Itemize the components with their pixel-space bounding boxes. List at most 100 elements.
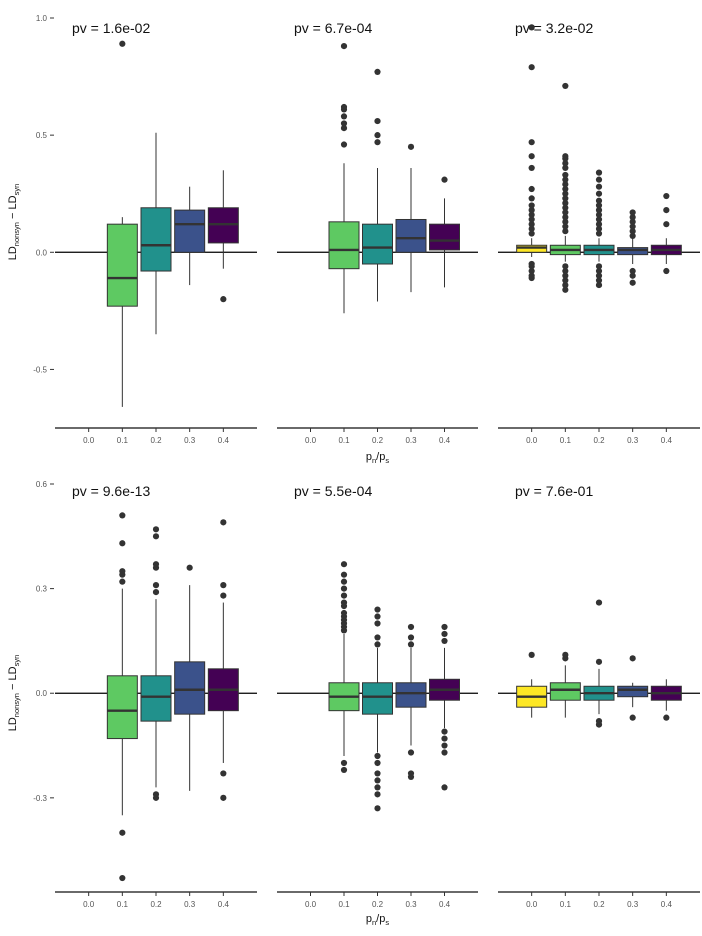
outlier-point	[340, 43, 348, 50]
outlier-point	[528, 24, 535, 31]
outlier-point	[119, 540, 126, 547]
x-tick-label: 0.1	[338, 436, 350, 445]
box-0.2	[140, 132, 172, 335]
outlier-point	[562, 209, 569, 216]
outlier-point	[528, 164, 535, 172]
box-0.0	[516, 651, 548, 718]
x-axis-title-slash: /p	[376, 913, 385, 925]
y-tick-label: -0.3	[33, 794, 47, 803]
outlier-point	[340, 609, 348, 617]
outlier-point	[441, 630, 448, 638]
box-0.2	[583, 599, 615, 728]
outlier-point	[441, 749, 448, 756]
x-axis-title-sub1: n	[372, 918, 376, 927]
outlier-point	[595, 221, 603, 228]
box-iqr	[106, 223, 138, 307]
outlier-point	[562, 82, 569, 90]
box-0.1	[328, 43, 360, 314]
outlier-point	[595, 263, 603, 270]
box-iqr	[395, 682, 427, 708]
outlier-point	[562, 153, 569, 160]
outlier-point	[629, 232, 636, 239]
outlier-point	[629, 714, 636, 721]
outlier-point	[340, 561, 348, 568]
outlier-point	[152, 582, 160, 589]
box-iqr	[362, 682, 393, 715]
outlier-point	[119, 512, 126, 519]
y-tick-label: 0.6	[36, 480, 48, 489]
outlier-point	[220, 794, 227, 801]
outlier-point	[374, 606, 381, 613]
outlier-point	[374, 752, 381, 760]
outlier-point	[152, 791, 160, 798]
outlier-point	[595, 207, 603, 214]
x-tick-label: 0.3	[627, 436, 639, 445]
panel-B: LDnonsyn − LDsyn -0.3 0.0 0.3 0.6 pv = 9.6e-1…	[7, 480, 700, 927]
outlier-point	[374, 634, 381, 641]
x-tick-label: 0.0	[305, 436, 317, 445]
x-tick-label: 0.3	[184, 900, 196, 909]
outlier-point	[340, 125, 348, 132]
outlier-point	[595, 599, 603, 606]
x-tick-label: 0.0	[83, 900, 95, 909]
outlier-point	[629, 272, 636, 279]
outlier-point	[407, 749, 415, 756]
y-axis-title-sub1: nonsyn	[12, 222, 21, 246]
outlier-point	[562, 199, 569, 207]
outlier-point	[340, 113, 348, 120]
x-axis-title-slash: /p	[376, 451, 385, 463]
outlier-point	[562, 160, 569, 167]
outlier-point	[340, 120, 348, 127]
facet-A-3: pv = 3.2e-02 0.0 0.1 0.2 0.3 0.4	[498, 20, 700, 445]
outlier-point	[528, 272, 535, 279]
outlier-point	[528, 225, 535, 232]
x-tick-label: 0.4	[439, 436, 451, 445]
box-0.3	[617, 209, 649, 286]
x-axis-title-p: p	[366, 913, 372, 925]
outlier-point	[562, 204, 569, 211]
outlier-point	[562, 171, 569, 179]
y-tick-label: 0.5	[36, 131, 48, 140]
outlier-point	[186, 564, 193, 571]
box-iqr	[549, 682, 581, 701]
box-iqr	[328, 221, 360, 270]
pv-label: pv = 9.6e-13	[72, 483, 150, 499]
outlier-point	[528, 260, 535, 268]
box-iqr	[174, 209, 206, 253]
outlier-point	[528, 195, 535, 202]
y-axis-title: LDnonsyn − LDsyn	[7, 184, 21, 261]
box-iqr	[395, 218, 427, 253]
outlier-point	[220, 770, 227, 777]
x-tick-label: 0.3	[405, 900, 417, 909]
x-axis-title-p: p	[366, 451, 372, 463]
outlier-point	[374, 777, 381, 784]
outlier-point	[220, 592, 227, 599]
outlier-point	[119, 578, 126, 585]
box-iqr	[174, 661, 206, 715]
box-0.1	[106, 40, 138, 407]
y-axis-title-main: LD	[7, 246, 19, 260]
outlier-point	[562, 281, 569, 289]
outlier-point	[629, 218, 636, 225]
outlier-point	[562, 267, 569, 275]
facet-B-3: pv = 7.6e-01 0.0 0.1 0.2 0.3 0.4	[498, 483, 700, 909]
outlier-point	[441, 728, 448, 735]
outlier-point	[595, 169, 603, 176]
x-tick-label: 0.1	[560, 900, 572, 909]
box-0.3	[395, 143, 427, 293]
outlier-point	[441, 742, 448, 749]
outlier-point	[374, 791, 381, 798]
pv-label: pv = 1.6e-02	[72, 20, 150, 36]
box-iqr	[617, 685, 649, 698]
facet-A-1: pv = 1.6e-02 0.0 0.1 0.2 0.3 0.4	[55, 20, 257, 445]
outlier-point	[595, 211, 603, 218]
outlier-point	[407, 641, 415, 648]
outlier-point	[152, 561, 160, 568]
pv-label: pv = 5.5e-04	[294, 483, 372, 499]
outlier-point	[152, 589, 160, 596]
x-axis-title: pn/ps	[366, 451, 389, 465]
x-tick-label: 0.2	[372, 436, 384, 445]
x-tick-label: 0.0	[305, 900, 317, 909]
box-0.4	[650, 192, 682, 275]
box-iqr	[362, 223, 393, 265]
